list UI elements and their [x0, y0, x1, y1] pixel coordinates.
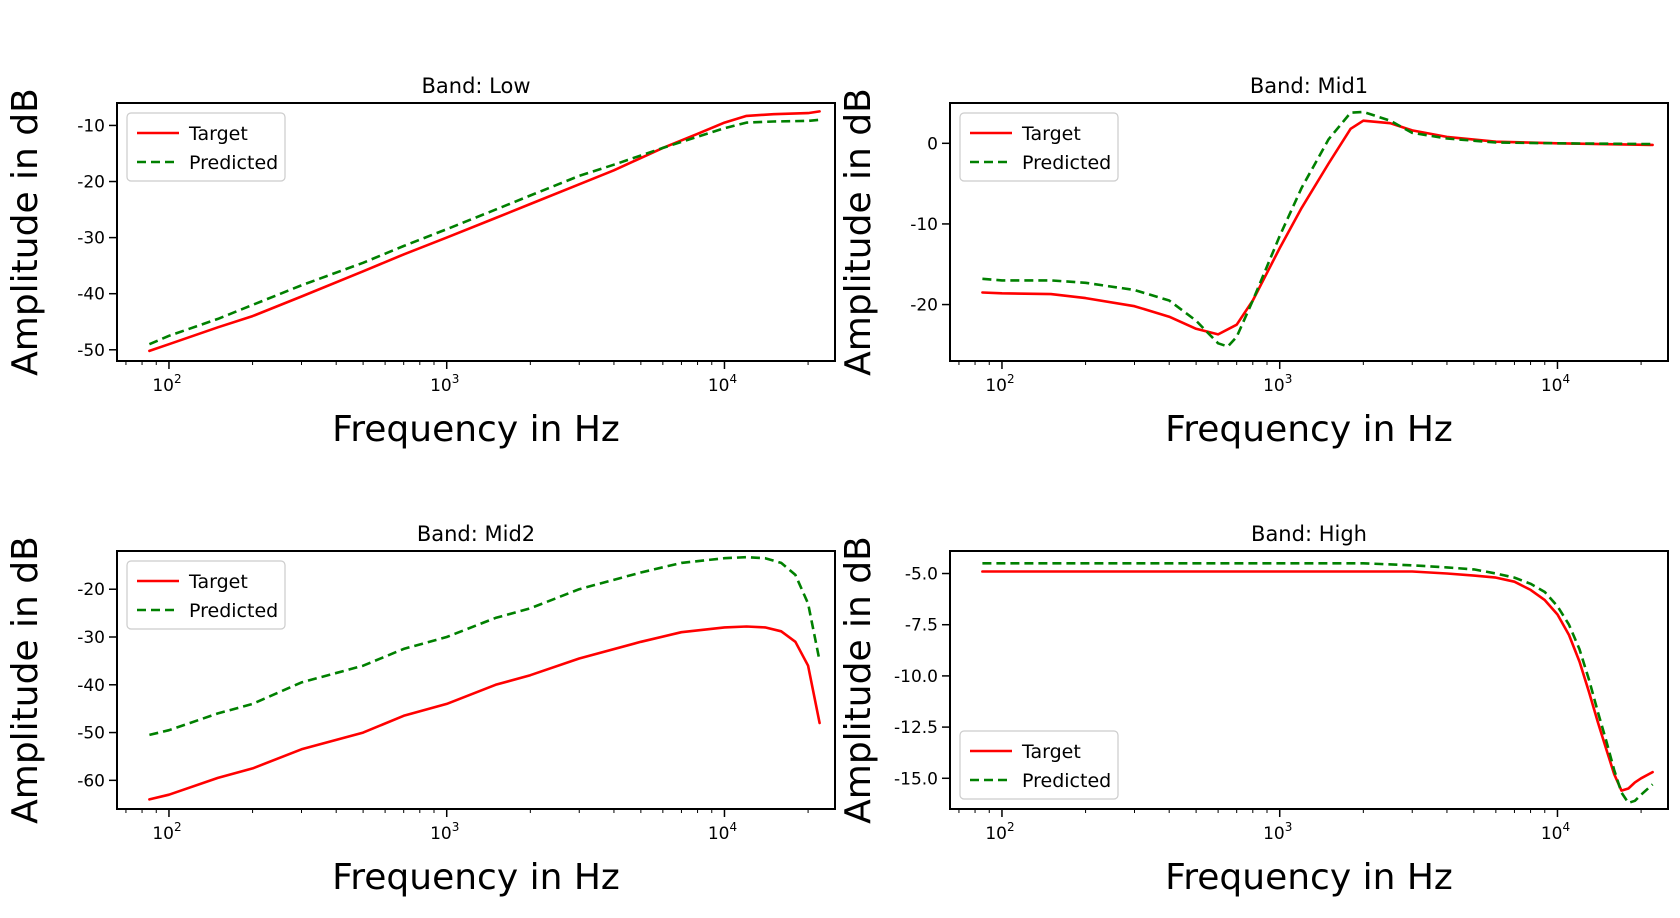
legend-label-predicted: Predicted	[189, 152, 278, 174]
x-tick-label: 104	[1541, 820, 1570, 844]
plot-frame	[949, 550, 1669, 810]
x-tick-label: 102	[985, 820, 1014, 844]
series-line-predicted	[982, 110, 1653, 348]
legend-box	[959, 112, 1119, 182]
series-line-target	[981, 119, 1654, 336]
subplot-title: Band: Mid1	[1250, 74, 1368, 98]
x-tick-label: 104	[708, 372, 737, 396]
y-tick-label: -40	[77, 285, 105, 305]
y-tick-label: -5.0	[905, 565, 938, 585]
x-tick-label: 104	[708, 820, 737, 844]
y-tick-label: -10.0	[894, 667, 938, 687]
y-tick-label: -50	[77, 724, 105, 744]
series-line-target	[148, 625, 821, 801]
legend: Target Predicted	[959, 730, 1119, 800]
subplot-2: 102 103 104 0 -10 -20 Band: Mid1 Frequency in H…	[838, 74, 1669, 450]
series-line-predicted	[982, 561, 1654, 805]
y-tick-label: -20	[910, 296, 938, 316]
y-tick-label: -50	[77, 341, 105, 361]
subplot-1: 102 103 104 -10 -20 -30 -40 -50 Band: Low Frequen…	[5, 74, 836, 450]
y-tick-label: -20	[77, 580, 105, 600]
legend-label-target: Target	[1021, 123, 1081, 145]
y-axis-label: Amplitude in dB	[5, 88, 46, 376]
legend: Target Predicted	[126, 112, 286, 182]
x-tick-label: 103	[1263, 820, 1292, 844]
y-axis-label: Amplitude in dB	[838, 536, 879, 824]
x-tick-label: 102	[152, 372, 181, 396]
y-axis-label: Amplitude in dB	[838, 88, 879, 376]
y-tick-label: -10	[77, 116, 105, 136]
legend: Target Predicted	[959, 112, 1119, 182]
y-tick-label: -12.5	[894, 718, 938, 738]
subplot-title: Band: High	[1251, 522, 1367, 546]
subplot-title: Band: Low	[421, 74, 530, 98]
legend-label-predicted: Predicted	[1022, 152, 1111, 174]
x-tick-label: 103	[1263, 372, 1292, 396]
legend-label-target: Target	[188, 123, 248, 145]
y-tick-label: -15.0	[894, 769, 938, 789]
legend-box	[126, 560, 286, 630]
legend-label-target: Target	[188, 571, 248, 593]
y-tick-label: -20	[77, 173, 105, 193]
x-tick-label: 104	[1541, 372, 1570, 396]
legend-box	[959, 730, 1119, 800]
subplot-3: 102 103 104 -20 -30 -40 -50 -60 Band: Mid2 Freque…	[5, 522, 836, 898]
x-axis-label: Frequency in Hz	[1165, 857, 1453, 898]
x-tick-label: 102	[152, 820, 181, 844]
y-tick-label: -7.5	[905, 616, 938, 636]
series-line-target	[148, 110, 821, 353]
series-line-predicted	[148, 118, 820, 346]
x-tick-label: 103	[430, 372, 459, 396]
legend-label-target: Target	[1021, 741, 1081, 763]
y-axis-label: Amplitude in dB	[5, 536, 46, 824]
plot-frame	[116, 550, 836, 810]
x-axis-label: Frequency in Hz	[332, 857, 620, 898]
x-tick-label: 103	[430, 820, 459, 844]
y-tick-label: -60	[77, 771, 105, 791]
legend-label-predicted: Predicted	[1022, 770, 1111, 792]
x-tick-label: 102	[985, 372, 1014, 396]
plot-frame	[116, 102, 836, 362]
y-tick-label: 0	[927, 134, 938, 154]
y-tick-label: -30	[77, 628, 105, 648]
legend-box	[126, 112, 286, 182]
legend: Target Predicted	[126, 560, 286, 630]
y-tick-label: -10	[910, 215, 938, 235]
y-tick-label: -30	[77, 229, 105, 249]
legend-label-predicted: Predicted	[189, 600, 278, 622]
plot-frame	[949, 102, 1669, 362]
subplot-title: Band: Mid2	[417, 522, 535, 546]
subplot-4: 102 103 104 -5.0 -7.5 -10.0 -12.5 -15.0 Band: Hi…	[838, 522, 1669, 898]
x-axis-label: Frequency in Hz	[332, 409, 620, 450]
y-tick-label: -40	[77, 676, 105, 696]
x-axis-label: Frequency in Hz	[1165, 409, 1453, 450]
series-line-target	[981, 570, 1654, 792]
series-line-predicted	[149, 555, 821, 737]
